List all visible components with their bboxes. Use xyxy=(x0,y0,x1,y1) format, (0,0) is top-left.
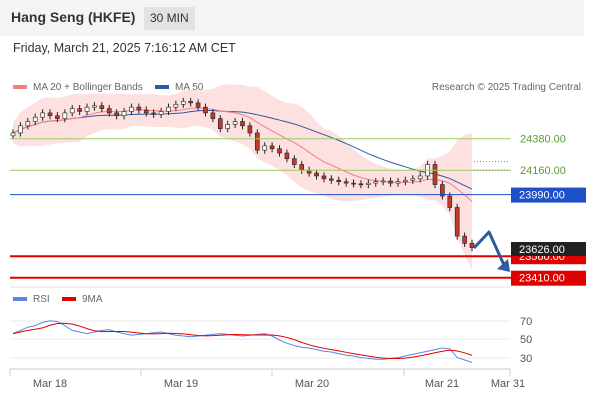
candle xyxy=(210,109,216,123)
candle xyxy=(203,103,208,117)
ma20-line xyxy=(12,107,473,202)
rsi-legend-swatch xyxy=(13,297,27,301)
last-price-box xyxy=(511,242,586,256)
x-tick-mar18: Mar 18 xyxy=(33,378,67,390)
candle xyxy=(469,239,475,252)
timeframe-button[interactable]: 30 MIN xyxy=(144,7,195,30)
candle xyxy=(77,105,82,116)
candle xyxy=(47,109,53,120)
level-box-23990.00 xyxy=(511,187,586,203)
candle xyxy=(380,177,386,186)
instrument-title: Hang Seng (HKFE) xyxy=(11,9,136,25)
ma9-legend-swatch xyxy=(62,297,76,301)
candle xyxy=(62,109,68,123)
candle xyxy=(388,177,393,187)
ma20-legend-swatch xyxy=(13,85,27,89)
level-box-23410.00 xyxy=(511,270,586,286)
rsi-9ma-line xyxy=(12,322,473,360)
candle xyxy=(92,102,97,111)
last-price-label: 23626.00 xyxy=(519,244,565,256)
candle xyxy=(217,115,223,133)
candle xyxy=(69,105,75,117)
candle xyxy=(151,109,156,118)
candle xyxy=(462,232,467,247)
candle xyxy=(373,178,379,187)
candle xyxy=(166,103,171,116)
candle xyxy=(32,113,38,126)
candle xyxy=(143,106,149,117)
candle xyxy=(240,117,245,130)
ma50-line xyxy=(12,109,473,190)
rsi-tick-70: 70 xyxy=(520,316,532,328)
candle xyxy=(403,176,408,186)
candle xyxy=(99,102,105,113)
candle xyxy=(314,169,319,180)
candle xyxy=(269,142,275,153)
candle xyxy=(232,117,238,128)
candle xyxy=(158,107,164,118)
candle xyxy=(173,100,179,111)
candle xyxy=(195,99,201,111)
candle xyxy=(136,103,142,114)
x-tick-mar20: Mar 20 xyxy=(295,378,329,390)
candle xyxy=(292,155,297,169)
candle xyxy=(358,180,364,189)
candle xyxy=(284,149,290,163)
x-tick-mar19: Mar 19 xyxy=(164,378,198,390)
candle xyxy=(225,120,230,133)
candle xyxy=(106,105,112,117)
candle xyxy=(351,179,356,188)
candle xyxy=(180,97,186,108)
last-price-marker: 23626.00 xyxy=(511,242,586,256)
x-tick-mar21: Mar 21 xyxy=(425,378,459,390)
timestamp: Friday, March 21, 2025 7:16:12 AM CET xyxy=(13,41,236,55)
rsi-tick-50: 50 xyxy=(520,334,532,346)
ma20-legend-label: MA 20 + Bollinger Bands xyxy=(33,82,143,93)
rsi-line xyxy=(12,320,473,363)
candle xyxy=(55,112,60,123)
candle xyxy=(40,109,45,121)
candle xyxy=(432,160,438,189)
level-label-24160.00: 24160.00 xyxy=(520,165,566,177)
candle xyxy=(262,142,268,154)
candle xyxy=(395,178,401,187)
rsi-legend-label: RSI xyxy=(33,294,50,305)
candle xyxy=(255,129,260,154)
rsi-tick-30: 30 xyxy=(520,353,532,365)
candle xyxy=(343,178,349,187)
candle xyxy=(188,97,193,107)
candle xyxy=(440,180,445,200)
level-label-23990.00: 23990.00 xyxy=(519,190,565,202)
level-label-23410.00: 23410.00 xyxy=(519,273,565,285)
candle xyxy=(277,145,282,157)
candle xyxy=(336,176,342,186)
research-credit: Research © 2025 Trading Central xyxy=(432,82,581,93)
candle xyxy=(18,122,23,137)
candle xyxy=(10,129,16,140)
level-label-24380.00: 24380.00 xyxy=(520,134,566,146)
candle xyxy=(366,179,371,189)
ma50-legend-swatch xyxy=(155,85,169,89)
candle xyxy=(454,203,460,240)
ma9-legend-label: 9MA xyxy=(82,294,103,305)
ma50-legend-label: MA 50 xyxy=(175,82,204,93)
candle xyxy=(114,109,119,120)
candle xyxy=(247,122,253,137)
candle xyxy=(129,103,134,116)
chart-header: Hang Seng (HKFE) 30 MIN xyxy=(0,0,584,36)
forecast-arrow xyxy=(472,230,510,272)
candle xyxy=(321,172,327,183)
candle xyxy=(410,175,416,184)
candle xyxy=(84,103,90,116)
candle xyxy=(417,172,423,183)
candle xyxy=(121,107,127,120)
candle xyxy=(329,175,334,184)
x-tick-mar31: Mar 31 xyxy=(491,378,525,390)
candle xyxy=(25,117,31,130)
candle xyxy=(447,192,453,212)
